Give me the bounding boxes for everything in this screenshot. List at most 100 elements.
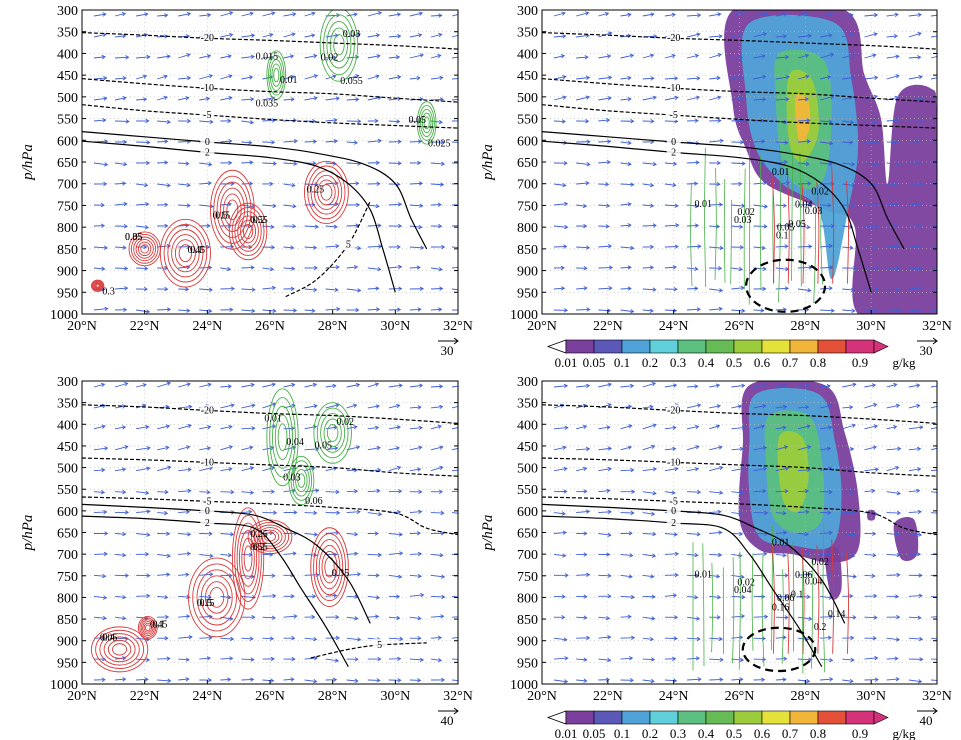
wind-arrowhead xyxy=(871,383,877,388)
wind-arrow xyxy=(283,309,297,312)
wind-arrowhead xyxy=(696,76,701,81)
wind-arrow xyxy=(731,678,743,681)
wind-arrowhead xyxy=(311,308,316,313)
wind-arrowhead xyxy=(460,12,463,16)
wind-arrowhead xyxy=(719,490,724,495)
wind-arrowhead xyxy=(101,467,106,473)
wind-arrow xyxy=(908,203,921,206)
wind-arrowhead xyxy=(563,308,569,313)
red-contour xyxy=(242,223,254,239)
y-tick-label: 600 xyxy=(517,134,538,149)
wind-arrowhead xyxy=(439,75,444,81)
wind-arrowhead xyxy=(873,12,879,18)
contour-label-bg xyxy=(666,109,681,121)
wind-arrowhead xyxy=(627,96,632,102)
wind-arrowhead xyxy=(228,74,233,79)
y-tick-label: 650 xyxy=(517,527,538,542)
wind-arrowhead xyxy=(124,445,129,450)
colorbar-swatch xyxy=(845,710,875,725)
wind-arrow xyxy=(114,426,126,430)
wind-arrow xyxy=(731,33,742,38)
wind-arrowhead xyxy=(785,594,790,599)
red-contour-label: 0.1 xyxy=(791,589,804,600)
wind-arrowhead xyxy=(289,54,295,59)
wind-arrowhead xyxy=(607,509,612,515)
wind-arrow xyxy=(283,615,297,618)
wind-arrowhead xyxy=(355,202,361,208)
wind-arrowhead xyxy=(122,33,127,39)
wind-arrowhead xyxy=(227,118,232,124)
green-contour xyxy=(420,108,434,137)
wind-arrowhead xyxy=(291,656,296,662)
wind-arrowhead xyxy=(650,76,655,81)
wind-arrow xyxy=(642,637,654,640)
colorbar-swatch xyxy=(621,339,651,354)
red-contour-label: 0.03 xyxy=(805,206,823,217)
wind-arrowhead xyxy=(103,551,108,557)
wind-arrowhead xyxy=(439,445,444,450)
wind-arrowhead xyxy=(166,183,171,188)
wind-arrow xyxy=(115,77,126,80)
wind-arrowhead xyxy=(671,53,676,59)
wind-arrowhead xyxy=(313,679,318,684)
wind-arrowhead xyxy=(142,74,148,79)
wind-arrow xyxy=(664,553,679,555)
wind-arrow xyxy=(220,533,234,535)
wind-arrowhead xyxy=(564,201,569,207)
wind-arrow xyxy=(388,13,401,17)
colorbar-tick-label: 0.3 xyxy=(670,726,686,740)
wind-arrow xyxy=(664,13,676,17)
wind-arrowhead xyxy=(462,532,465,536)
wind-arrowhead xyxy=(849,120,855,125)
wind-arrow xyxy=(842,448,854,451)
wind-arrow xyxy=(367,426,379,430)
wind-arrowhead xyxy=(356,509,361,515)
wind-arrow xyxy=(864,384,876,388)
wind-arrowhead xyxy=(375,573,380,578)
wind-arrowhead xyxy=(561,594,566,599)
x-tick-label: 24°N xyxy=(659,689,689,704)
wind-arrowhead xyxy=(605,677,610,682)
wind-arrowhead xyxy=(355,181,360,186)
wind-arrowhead xyxy=(269,266,275,272)
red-contour xyxy=(846,180,849,284)
wind-arrow xyxy=(686,446,699,451)
wind-arrow xyxy=(430,615,444,618)
wind-arrowhead xyxy=(850,446,855,452)
wind-arrowhead xyxy=(651,381,657,387)
x-tick-label: 32°N xyxy=(922,319,952,334)
wind-arrow xyxy=(388,552,403,555)
wind-arrowhead xyxy=(397,74,402,80)
wind-arrowhead xyxy=(607,244,613,249)
red-contour-label: 0.25 xyxy=(250,529,268,540)
wind-arrow xyxy=(687,491,701,493)
colorbar-swatch xyxy=(677,710,707,725)
wind-arrowhead xyxy=(167,678,172,683)
wind-arrow xyxy=(346,573,361,576)
wind-arrowhead xyxy=(673,678,678,683)
wind-arrowhead xyxy=(650,444,656,449)
wind-arrowhead xyxy=(270,678,275,683)
wind-arrowhead xyxy=(695,203,700,209)
y-tick-label: 700 xyxy=(57,548,78,563)
wind-arrowhead xyxy=(166,531,171,536)
wind-arrow xyxy=(262,383,276,388)
wind-arrow xyxy=(136,533,150,536)
wind-arrow xyxy=(664,96,679,101)
wind-arrow xyxy=(136,141,150,143)
wind-arrowhead xyxy=(627,614,632,619)
wind-arrowhead xyxy=(938,615,941,619)
wind-arrow xyxy=(115,35,126,38)
wind-ref-arrowhead xyxy=(932,337,938,345)
wind-arrow xyxy=(797,288,811,292)
wind-arrow xyxy=(731,76,742,80)
contour-label-bg xyxy=(666,32,681,44)
temperature-contour-label: -20 xyxy=(667,405,680,416)
wind-arrow xyxy=(262,466,275,472)
wind-arrowhead xyxy=(852,574,857,579)
wind-arrowhead xyxy=(357,119,362,124)
wind-arrowhead xyxy=(122,489,127,495)
wind-arrow xyxy=(178,309,190,312)
wind-arrowhead xyxy=(696,532,701,537)
wind-arrow xyxy=(576,658,587,661)
